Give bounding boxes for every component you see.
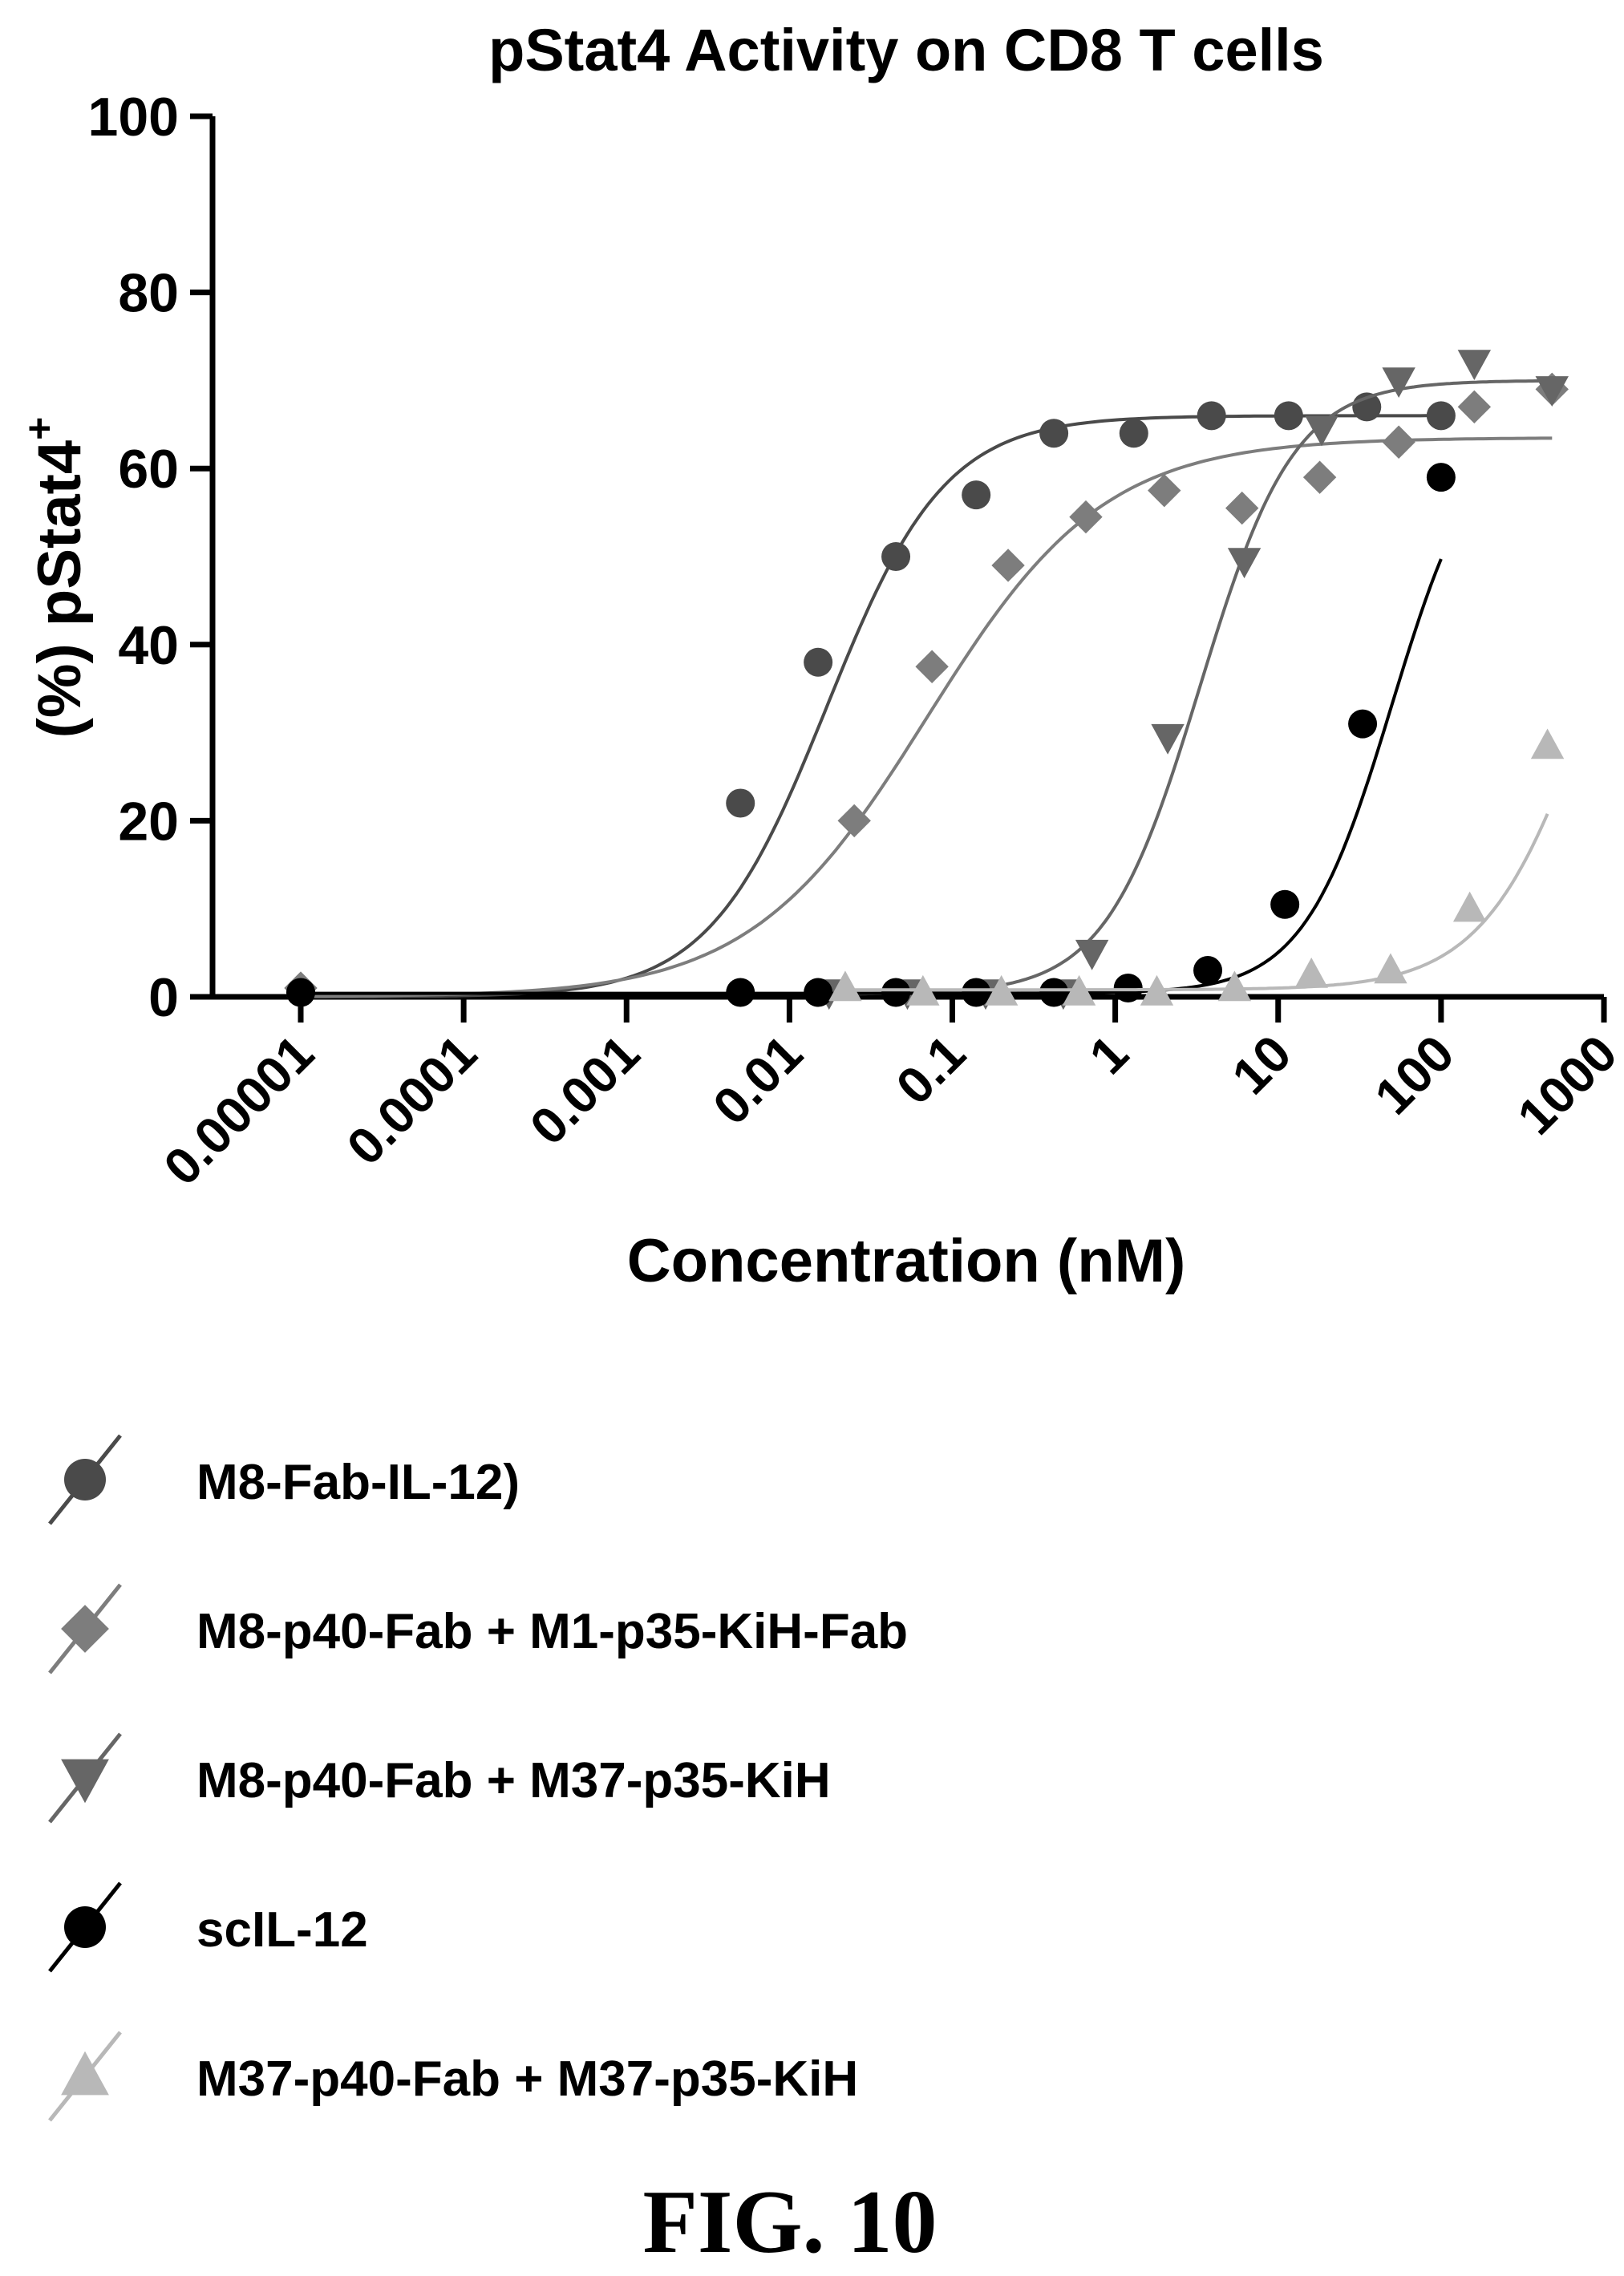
chart-title: pStat4 Activity on CD8 T cells (488, 17, 1324, 83)
data-point-series-1 (1426, 401, 1456, 431)
data-point-series-5 (1217, 970, 1252, 1002)
data-point-series-4 (1193, 956, 1223, 986)
data-point-series-3 (1382, 367, 1415, 398)
data-point-series-4 (804, 978, 833, 1007)
x-tick-label: 100 (1363, 1024, 1464, 1125)
y-axis-label-main: (%) pStat4 (26, 440, 94, 739)
x-tick-label: 1000 (1506, 1024, 1624, 1146)
y-tick-label: 20 (118, 791, 179, 852)
data-point-series-1 (1274, 401, 1303, 431)
fit-curve-series-5 (844, 812, 1549, 992)
legend-marker-series-4 (64, 1906, 106, 1948)
data-point-series-2 (1457, 390, 1492, 424)
data-point-series-4 (726, 978, 755, 1007)
data-point-series-2 (991, 549, 1025, 582)
data-point-series-2 (1069, 500, 1103, 534)
data-point-series-5 (906, 974, 940, 1006)
legend-marker-series-2 (61, 1605, 109, 1653)
data-point-series-4 (1348, 709, 1378, 739)
legend-marker-series-5 (61, 2051, 109, 2096)
data-point-series-2 (1382, 425, 1415, 459)
data-point-series-1 (1119, 419, 1148, 448)
data-point-series-2 (837, 804, 871, 838)
data-point-series-3 (1457, 350, 1492, 381)
data-point-series-3 (1151, 723, 1185, 755)
x-tick-label: 0.001 (519, 1024, 650, 1156)
data-point-series-1 (881, 542, 911, 571)
y-axis-label: (%) pStat4+ (17, 417, 94, 739)
data-point-series-1 (1197, 401, 1226, 431)
legend-label-series-3: M8-p40-Fab + M37-p35-KiH (196, 1753, 831, 1808)
legend-label-series-4: scIL-12 (196, 1902, 368, 1958)
y-axis-label-superscript: + (17, 417, 62, 440)
x-tick-label: 1 (1078, 1024, 1139, 1085)
data-point-series-5 (1374, 953, 1407, 984)
data-point-series-3 (1227, 548, 1262, 579)
data-point-series-5 (1294, 957, 1328, 988)
fit-curve-series-1 (301, 414, 1441, 998)
data-point-series-4 (1426, 463, 1456, 492)
data-point-series-3 (1305, 415, 1338, 447)
data-point-series-4 (881, 978, 911, 1007)
fit-curve-series-4 (301, 558, 1443, 995)
y-tick-label: 100 (88, 87, 179, 148)
plot-area: 0 20 40 60 80 100 0.00001 0.0001 0.001 0.01 0.1 1 10… (88, 87, 1624, 1196)
data-point-series-5 (1140, 974, 1174, 1006)
data-point-series-5 (984, 974, 1019, 1006)
data-point-series-1 (1039, 419, 1069, 448)
data-point-series-5 (1530, 728, 1565, 759)
y-tick-label: 60 (118, 439, 179, 500)
data-point-series-4 (1113, 974, 1143, 1003)
data-point-series-4 (1039, 978, 1069, 1007)
legend: M8-Fab-IL-12) M8-p40-Fab + M1-p35-KiH-Fab… (48, 1434, 908, 2122)
data-point-series-4 (286, 978, 315, 1007)
legend-label-series-5: M37-p40-Fab + M37-p35-KiH (196, 2051, 858, 2107)
data-point-series-2 (1148, 473, 1181, 508)
data-point-series-3 (1075, 939, 1109, 970)
data-point-series-5 (1062, 974, 1096, 1006)
y-tick-label: 0 (148, 967, 179, 1028)
data-point-series-1 (804, 647, 833, 677)
figure-label: FIG. 10 (642, 2173, 937, 2272)
data-point-series-1 (726, 788, 755, 818)
legend-marker-series-1 (64, 1459, 106, 1500)
x-axis-label: Concentration (nM) (627, 1227, 1186, 1295)
y-tick-label: 40 (118, 615, 179, 676)
data-point-series-3 (1535, 376, 1569, 407)
data-point-series-4 (1270, 889, 1300, 919)
data-point-series-4 (962, 978, 991, 1007)
y-tick-label: 80 (118, 263, 179, 324)
x-tick-label: 10 (1221, 1024, 1302, 1105)
x-tick-label: 0.1 (885, 1024, 977, 1116)
data-point-series-2 (1302, 460, 1337, 494)
x-tick-label: 0.00001 (152, 1024, 324, 1196)
data-point-series-2 (1225, 491, 1259, 525)
x-tick-label: 0.01 (702, 1024, 813, 1136)
data-point-series-2 (915, 650, 949, 683)
data-point-series-5 (1452, 891, 1487, 922)
legend-label-series-2: M8-p40-Fab + M1-p35-KiH-Fab (196, 1604, 908, 1659)
legend-marker-series-3 (61, 1759, 109, 1804)
legend-label-series-1: M8-Fab-IL-12) (196, 1455, 520, 1510)
data-point-series-5 (828, 970, 862, 1002)
data-point-series-1 (962, 480, 991, 510)
x-tick-label: 0.0001 (336, 1024, 488, 1176)
